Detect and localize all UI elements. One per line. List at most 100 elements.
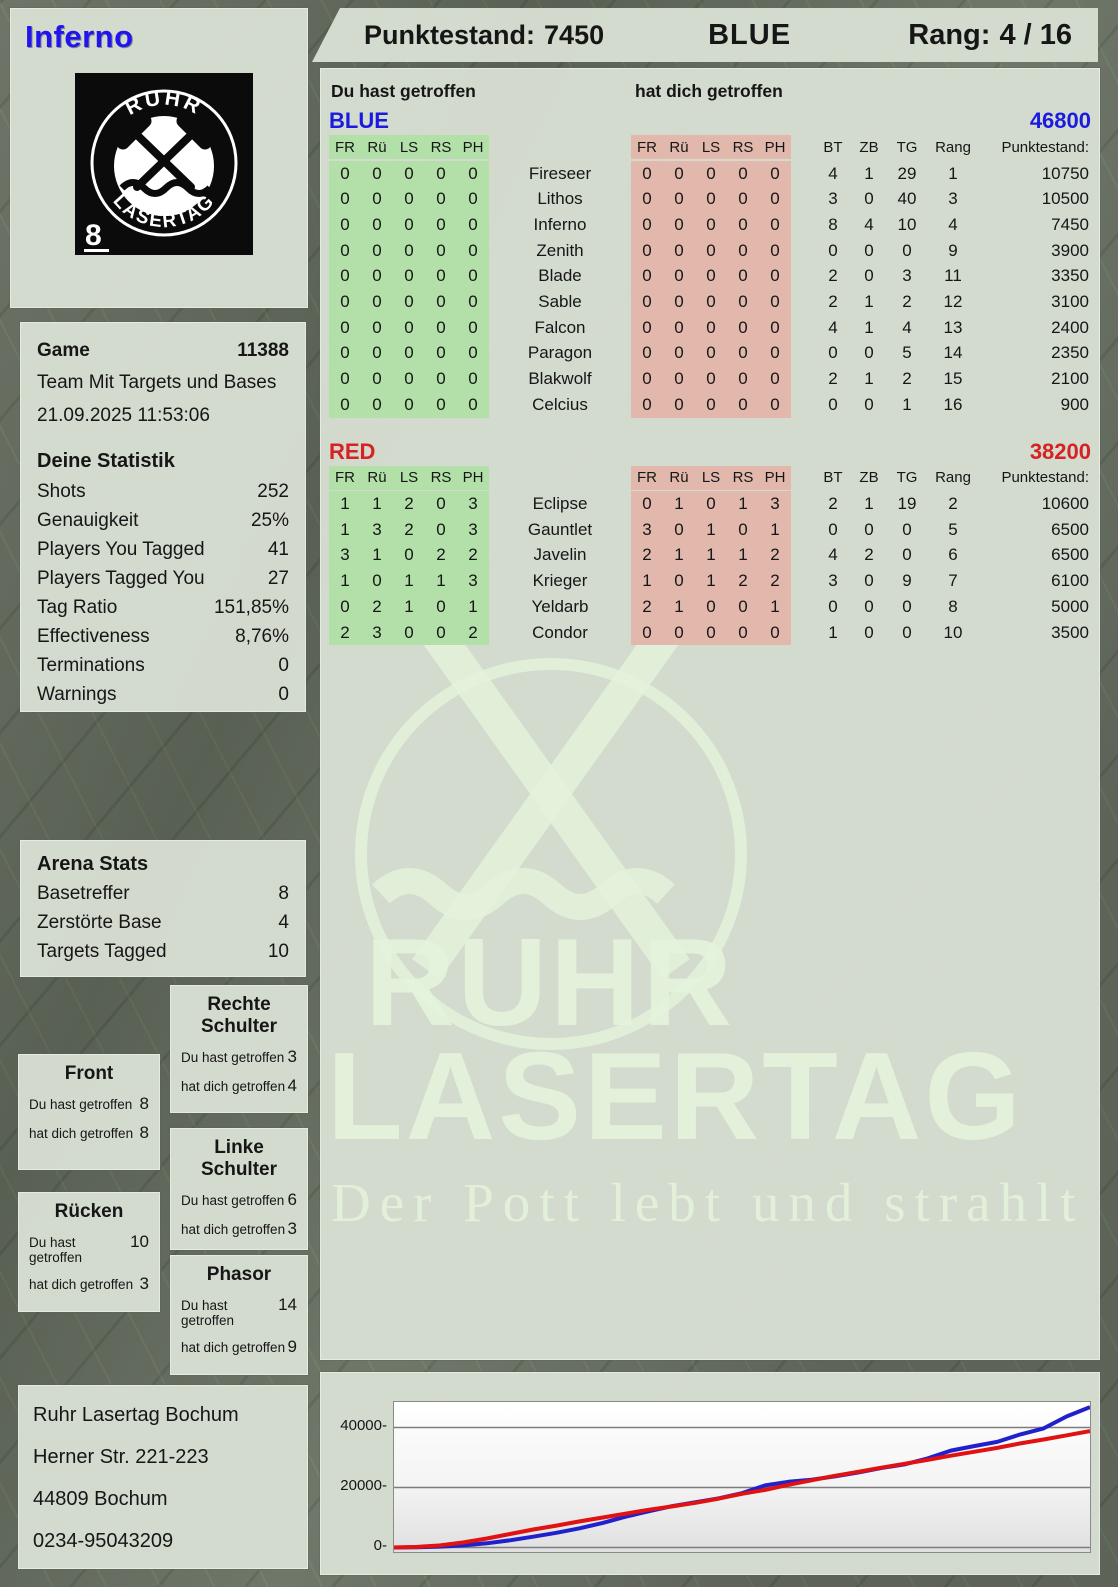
you-hit-value: 8 [139,1094,149,1113]
hit-you-label: hat dich getroffen [181,1079,286,1094]
zb-cell: 0 [864,240,874,260]
hitbox-title: Linke Schulter [200,1137,278,1180]
you-hit-cell: 0 [361,568,393,594]
hit-you-cell: 0 [695,594,727,620]
you-hit-cell: 1 [329,516,361,543]
watermark-word-ruhr: RUHR [365,914,736,1052]
hitbox-title: Rechte Schulter [200,994,278,1037]
you-hit-cell: 0 [393,212,425,238]
rang-cell: 10 [943,622,963,642]
you-hit-cell: 0 [329,237,361,264]
zb-cell: 1 [864,291,874,311]
stat-value: 0 [278,654,289,676]
hitbox-them-row: hat dich getroffen 3 [29,1274,149,1294]
team-total-score: 38200 [1029,438,1091,464]
hitbox-title: Front [64,1063,114,1084]
you-hit-cell: 2 [361,594,393,620]
crossed-hammers-icon [116,114,212,191]
hit-you-cell: 0 [695,391,727,418]
hit-you-cell: 0 [631,237,663,264]
stat-label: Targets Tagged [37,940,167,962]
hit-you-label: hat dich getroffen [181,1340,286,1355]
hit-you-cell: 0 [695,619,727,646]
hit-you-cell: 0 [663,340,695,367]
col-header-you: Rü [361,135,393,159]
tg-cell: 0 [902,622,912,642]
stats-title: Deine Statistik [37,449,175,472]
you-hit-column-label: Du hast getroffen [331,81,476,101]
team-name: BLUE [329,108,389,133]
hit-you-cell: 0 [727,594,759,620]
stat-label: Shots [37,480,86,502]
player-name-cell: Blakwolf [528,369,592,389]
hit-you-cell: 1 [663,542,695,569]
col-header-them: FR [631,465,663,490]
player-name-cell: Paragon [527,343,593,363]
you-hit-cell: 0 [425,340,457,367]
hit-you-cell: 0 [759,160,791,187]
tg-cell: 40 [897,189,917,209]
hit-you-cell: 0 [631,340,663,367]
you-hit-cell: 0 [329,314,361,341]
you-hit-cell: 0 [457,212,489,238]
gap [791,289,815,315]
hitbox-you-row: Du hast getroffen 8 [29,1094,149,1114]
hit-you-cell: 0 [759,186,791,213]
bt-cell: 2 [828,494,838,514]
you-hit-cell: 0 [361,237,393,264]
player-name-cell: Eclipse [532,494,588,514]
team-table-blue: FR Rü LS RS PH FR Rü LS RS PH BT ZB TG Rang Punktestan… [329,135,1091,418]
you-hit-cell: 0 [393,391,425,418]
you-hit-value: 3 [287,1047,297,1066]
rang-cell: 4 [948,214,958,234]
hit-you-cell: 0 [695,314,727,341]
you-hit-cell: 3 [457,516,489,543]
hit-you-cell: 0 [631,212,663,238]
team-tables: BLUE 46800 FR Rü LS RS PH FR Rü LS RS PH BT ZB TG Rang P… [329,107,1091,665]
stat-value: 8,76% [235,625,289,647]
punktestand-cell: 2100 [1051,369,1089,389]
you-hit-cell: 0 [425,160,457,187]
you-hit-cell: 1 [361,491,393,517]
col-header-right: Rang [935,469,971,487]
stat-row: Effectiveness 8,76% [37,622,289,651]
col-header-them: PH [759,135,791,159]
stats-rows: Shots 252 Genauigkeit 25% Players You Tagged… [37,477,289,709]
zb-cell: 2 [864,545,874,565]
stat-row: Warnings 0 [37,680,289,709]
you-hit-cell: 0 [329,263,361,290]
you-hit-cell: 0 [393,160,425,187]
hit-you-cell: 3 [759,491,791,517]
player-identity-panel: Inferno RUHR LASERTAG 8 [10,8,308,308]
team-section-blue: BLUE 46800 FR Rü LS RS PH FR Rü LS RS PH BT ZB TG Rang P… [329,107,1091,418]
col-header-name [489,135,631,159]
you-hit-cell: 0 [393,366,425,392]
hit-you-cell: 0 [631,263,663,290]
player-name-cell: Condor [532,622,588,642]
stat-row: Genauigkeit 25% [37,506,289,535]
stat-label: Players You Tagged [37,538,205,560]
you-hit-cell: 0 [329,289,361,315]
hit-you-value: 8 [139,1123,149,1142]
hitbox-you-row: Du hast getroffen 14 [181,1295,297,1328]
team-header-red: RED 38200 [329,438,1091,466]
hit-you-cell: 0 [631,186,663,213]
hit-you-cell: 2 [631,542,663,569]
hit-you-cell: 1 [727,491,759,517]
stat-row: Targets Tagged 10 [37,937,289,966]
rang-cell: 9 [948,240,958,260]
player-name-cell: Blade [538,266,582,286]
stat-row: Shots 252 [37,477,289,506]
you-hit-cell: 2 [457,542,489,569]
watermark-logo [355,609,747,1050]
punktestand-cell: 3500 [1051,622,1089,642]
you-hit-cell: 0 [329,212,361,238]
tg-cell: 2 [902,369,912,389]
bt-cell: 2 [828,291,838,311]
rank-label: Rang: [908,18,991,51]
col-header-name [489,466,631,490]
hit-you-cell: 0 [663,212,695,238]
you-hit-label: Du hast getroffen [181,1193,285,1208]
stat-label: Genauigkeit [37,509,139,531]
you-hit-cell: 0 [361,340,393,367]
